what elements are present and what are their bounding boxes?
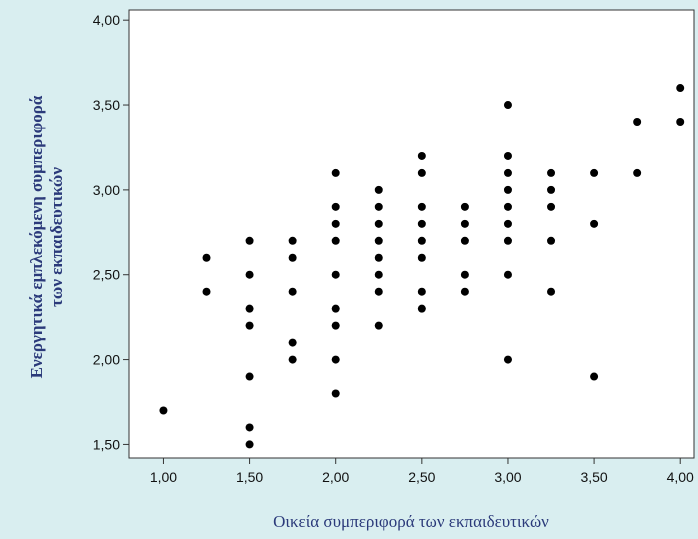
plot-area [128,9,695,459]
data-point [374,270,383,279]
data-point [417,236,426,245]
data-point [503,270,512,279]
x-tick-label: 1,00 [150,469,177,485]
data-point [547,185,556,194]
data-point [245,304,254,313]
data-point [374,321,383,330]
data-point [503,168,512,177]
data-point [417,219,426,228]
data-point [331,304,340,313]
data-point [288,338,297,347]
data-point [503,101,512,110]
data-point [331,321,340,330]
x-tick-label: 2,00 [322,469,349,485]
data-point [245,423,254,432]
data-point [460,219,469,228]
data-point [331,270,340,279]
data-point [374,219,383,228]
data-point [503,202,512,211]
y-axis-title-line1: Ενεργητικά εμπλεκόμενη συμπεριφορά [27,95,46,378]
data-point [417,202,426,211]
y-tick-label: 4,00 [93,12,120,28]
data-point [590,168,599,177]
data-point [331,236,340,245]
data-point [374,202,383,211]
y-axis-title-line2: των εκπαιδευτικών [47,167,66,307]
data-point [159,406,168,415]
data-point [202,253,211,262]
x-tick-label: 2,50 [408,469,435,485]
data-point [633,118,642,126]
data-point [503,151,512,160]
data-point [245,440,254,449]
data-point [547,168,556,177]
x-tick-label: 3,50 [580,469,607,485]
data-point [374,287,383,296]
data-point [460,287,469,296]
x-axis: 1,00 1,50 2,00 2,50 3,00 3,50 4,00 [150,458,694,485]
data-point [417,168,426,177]
data-point [590,372,599,381]
data-point [331,168,340,177]
x-tick-label: 4,00 [667,469,694,485]
data-point [245,321,254,330]
x-axis-title: Οικεία συμπεριφορά των εκπαιδευτικών [273,512,549,531]
data-point [460,270,469,279]
data-point [245,270,254,279]
data-point [547,236,556,245]
y-tick-label: 1,50 [93,436,120,452]
data-point [460,236,469,245]
y-tick-label: 2,00 [93,352,120,368]
y-tick-label: 3,00 [93,182,120,198]
data-point [503,219,512,228]
data-point [288,355,297,364]
x-tick-label: 1,50 [236,469,263,485]
data-point [547,287,556,296]
data-point [374,236,383,245]
data-point [331,355,340,364]
data-point [417,304,426,313]
data-point [503,355,512,364]
data-point [676,84,685,93]
data-point [331,219,340,228]
data-point [202,287,211,296]
data-point [288,287,297,296]
data-point [288,253,297,262]
data-point [460,202,469,211]
data-point [288,236,297,245]
data-point [547,202,556,211]
y-tick-label: 3,50 [93,97,120,113]
data-point [590,219,599,228]
y-tick-label: 2,50 [93,267,120,283]
data-point [331,202,340,211]
data-point [374,253,383,262]
data-point [245,236,254,245]
data-point [633,168,642,177]
data-point [417,253,426,262]
data-point [503,185,512,194]
data-point [245,372,254,381]
data-point [676,118,685,126]
y-axis-title: Ενεργητικά εμπλεκόμενη συμπεριφορά των ε… [27,95,66,378]
data-point [374,185,383,194]
data-point [331,389,340,398]
x-tick-label: 3,00 [494,469,521,485]
points-layer [159,84,685,449]
y-axis: 1,50 2,00 2,50 3,00 3,50 4,00 [93,12,129,452]
data-point [417,287,426,296]
data-point [503,236,512,245]
data-point [417,151,426,160]
